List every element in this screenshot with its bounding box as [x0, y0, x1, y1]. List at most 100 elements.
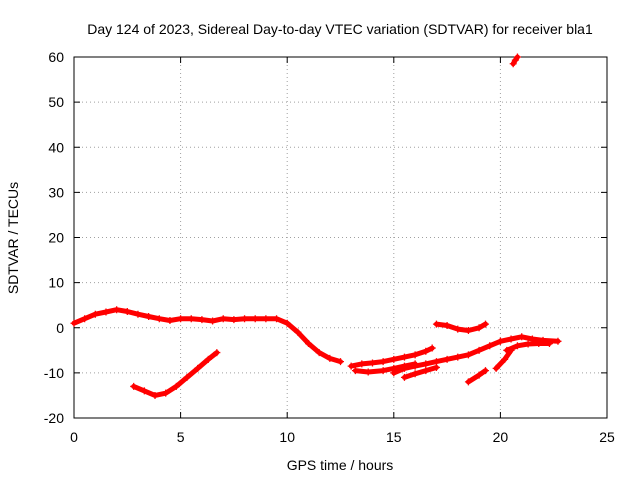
- data-point: [390, 355, 398, 363]
- data-point: [496, 337, 504, 345]
- data-point: [251, 315, 259, 323]
- series-top-outlier: [509, 53, 521, 68]
- data-point: [454, 353, 462, 361]
- series-line: [402, 365, 439, 380]
- x-tick-label: 0: [70, 429, 78, 445]
- data-point: [140, 387, 148, 395]
- y-tick-label: -10: [44, 365, 64, 381]
- data-point: [501, 355, 509, 363]
- data-point: [364, 368, 372, 376]
- series-late-cluster-b: [503, 340, 553, 354]
- data-point: [351, 367, 359, 375]
- data-point: [422, 367, 430, 375]
- y-axis-label: SDTVAR / TECUs: [5, 182, 21, 294]
- series-main-track: [70, 306, 344, 366]
- series-line: [131, 350, 220, 398]
- data-point: [443, 355, 451, 363]
- data-point: [535, 340, 543, 348]
- data-point: [368, 359, 376, 367]
- y-tick-label: 20: [48, 230, 64, 246]
- data-point: [513, 342, 521, 350]
- data-point: [518, 333, 526, 341]
- data-point: [204, 355, 212, 363]
- data-point: [475, 346, 483, 354]
- data-point: [432, 358, 440, 366]
- data-point: [113, 306, 121, 314]
- x-axis-label: GPS time / hours: [287, 457, 394, 473]
- data-point: [492, 364, 500, 372]
- data-point: [315, 349, 323, 357]
- data-point: [145, 312, 153, 320]
- data-point: [503, 346, 511, 354]
- data-point: [151, 391, 159, 399]
- y-tick-labels: -20 -10 0 10 20 30 40 50 60: [44, 49, 64, 426]
- series-late-cluster-a: [496, 333, 562, 345]
- data-point: [481, 320, 489, 328]
- data-point: [475, 371, 483, 379]
- series-short-dash-1: [464, 367, 489, 386]
- data-point: [432, 320, 440, 328]
- x-tick-label: 15: [386, 429, 402, 445]
- data-point: [509, 60, 517, 68]
- data-point: [187, 315, 195, 323]
- data-point: [326, 354, 334, 362]
- data-point: [554, 337, 562, 345]
- data-point: [513, 53, 521, 61]
- data-point: [486, 342, 494, 350]
- data-point: [443, 321, 451, 329]
- data-point: [198, 316, 206, 324]
- data-point: [411, 370, 419, 378]
- x-tick-label: 10: [279, 429, 295, 445]
- data-point: [454, 325, 462, 333]
- data-point: [422, 360, 430, 368]
- y-tick-label: 50: [48, 94, 64, 110]
- data-point: [81, 315, 89, 323]
- x-tick-label: 20: [493, 429, 509, 445]
- data-point: [432, 363, 440, 371]
- data-point: [70, 319, 78, 327]
- data-point: [422, 347, 430, 355]
- data-point: [273, 315, 281, 323]
- series-group: [70, 53, 562, 399]
- data-point: [400, 373, 408, 381]
- data-point: [358, 360, 366, 368]
- data-point: [411, 351, 419, 359]
- data-point: [507, 335, 515, 343]
- data-point: [241, 315, 249, 323]
- data-point: [283, 319, 291, 327]
- data-point: [481, 367, 489, 375]
- data-point: [134, 310, 142, 318]
- data-point: [428, 344, 436, 352]
- data-point: [130, 382, 138, 390]
- data-point: [262, 315, 270, 323]
- data-point: [347, 362, 355, 370]
- y-tick-label: 30: [48, 184, 64, 200]
- data-point: [294, 328, 302, 336]
- y-tick-label: -20: [44, 410, 64, 426]
- data-point: [475, 324, 483, 332]
- data-point: [464, 378, 472, 386]
- grid: [74, 57, 607, 418]
- data-point: [390, 369, 398, 377]
- x-tick-labels: 0 5 10 15 20 25: [70, 429, 615, 445]
- chart-title: Day 124 of 2023, Sidereal Day-to-day VTE…: [87, 21, 593, 37]
- series-afternoon-cluster-d: [400, 363, 440, 381]
- data-point: [411, 362, 419, 370]
- series-line: [71, 307, 343, 365]
- data-point: [162, 389, 170, 397]
- data-point: [337, 358, 344, 366]
- data-point: [464, 326, 472, 334]
- y-tick-label: 0: [56, 320, 64, 336]
- data-point: [230, 316, 238, 324]
- data-point: [123, 308, 131, 316]
- x-tick-label: 5: [177, 429, 185, 445]
- y-tick-label: 60: [48, 49, 64, 65]
- axis-ticks: [73, 56, 608, 419]
- data-point: [183, 373, 191, 381]
- data-point: [194, 364, 202, 372]
- data-point: [524, 340, 532, 348]
- data-point: [213, 349, 221, 357]
- series-line: [465, 368, 488, 385]
- data-point: [219, 315, 227, 323]
